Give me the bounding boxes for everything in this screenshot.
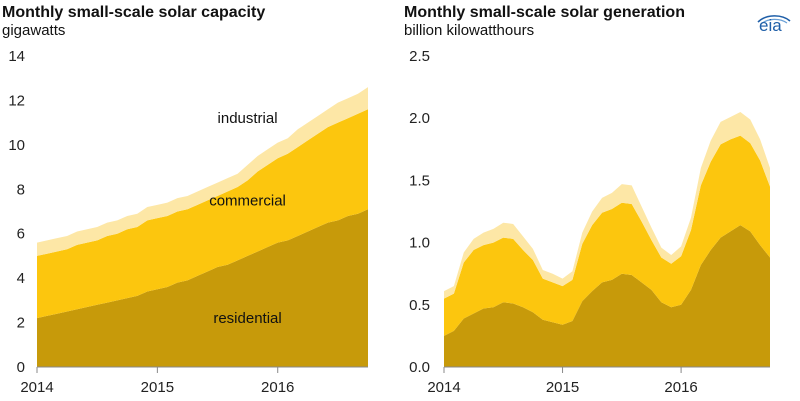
x-tick-label: 2016 xyxy=(664,379,697,396)
y-tick-label: 8 xyxy=(17,181,25,198)
y-tick-label: 0.0 xyxy=(409,359,430,376)
y-tick-label: 1.5 xyxy=(409,172,430,189)
area-residential xyxy=(37,209,368,367)
x-tick-label: 2016 xyxy=(261,379,294,396)
area-industrial xyxy=(444,111,770,299)
y-tick-label: 0 xyxy=(17,359,25,376)
area-commercial xyxy=(444,135,770,336)
x-tick-label: 2015 xyxy=(141,379,174,396)
x-tick-label: 2014 xyxy=(427,379,460,396)
y-tick-label: 0.5 xyxy=(409,297,430,314)
x-tick-label: 2015 xyxy=(546,379,579,396)
eia-logo-icon xyxy=(757,15,791,25)
series-label-industrial: industrial xyxy=(218,110,278,127)
area-residential xyxy=(444,225,770,367)
y-tick-label: 2.0 xyxy=(409,110,430,127)
generation-chart: 0.0 0.5 1.0 1.5 2.0 2.5 2014 2015 2016 xyxy=(409,48,770,396)
y-tick-label: 6 xyxy=(17,226,25,243)
capacity-chart: 0 2 4 6 8 10 12 14 2014 2015 2016 industrial commerc… xyxy=(8,48,368,396)
eia-logo-text: eia xyxy=(759,16,782,35)
y-tick-label: 10 xyxy=(8,137,25,154)
area-industrial xyxy=(37,87,368,256)
y-tick-label: 12 xyxy=(8,92,25,109)
area-commercial xyxy=(37,109,368,319)
y-tick-label: 2.5 xyxy=(409,48,430,65)
series-label-commercial: commercial xyxy=(209,192,286,209)
capacity-chart-subtitle: gigawatts xyxy=(2,22,66,39)
y-tick-label: 2 xyxy=(17,315,25,332)
y-tick-label: 1.0 xyxy=(409,235,430,252)
generation-chart-subtitle: billion kilowatthours xyxy=(404,22,535,39)
y-tick-label: 14 xyxy=(8,48,25,65)
y-tick-label: 4 xyxy=(17,270,25,287)
x-tick-label: 2014 xyxy=(20,379,53,396)
series-label-residential: residential xyxy=(213,310,281,327)
generation-chart-title: Monthly small-scale solar generation xyxy=(404,4,685,21)
capacity-chart-title: Monthly small-scale solar capacity xyxy=(2,4,266,21)
